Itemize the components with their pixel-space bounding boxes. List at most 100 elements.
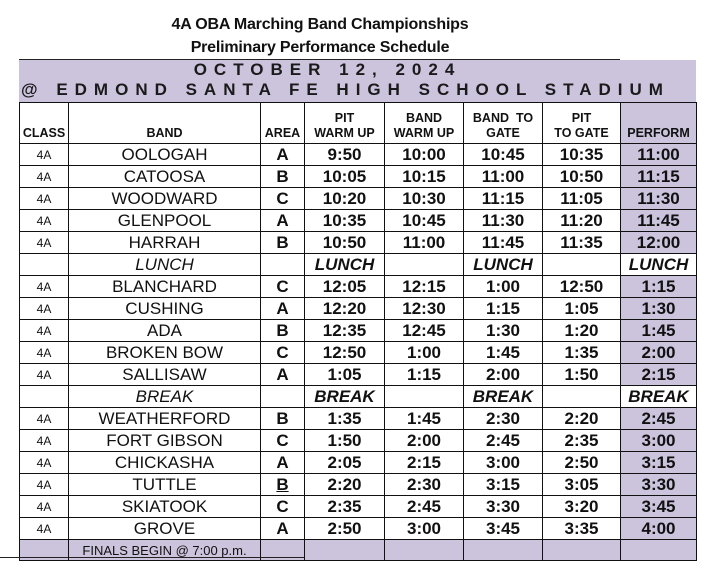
cell-band-warm-up: 10:45 <box>384 209 464 232</box>
table-row: 4A TUTTLE B 2:20 2:30 3:15 3:05 3:30 <box>19 473 697 496</box>
cell-area: B <box>260 407 305 430</box>
cell-pit-warm-up: 12:05 <box>304 275 385 298</box>
col-perform: PERFORM <box>620 102 697 144</box>
cell-band-warm-up: 1:45 <box>384 407 464 430</box>
cell-band-to-gate: 11:30 <box>463 209 543 232</box>
cell-pit-to-gate: 2:50 <box>542 451 621 474</box>
table-row: 4A OOLOGAH A 9:50 10:00 10:45 10:35 11:00 <box>19 143 697 166</box>
col-label: PIT <box>571 111 592 125</box>
cell-class: 4A <box>19 473 69 496</box>
cell-pit-warm-up: 2:05 <box>304 451 385 474</box>
cell-pit-warm-up: 9:50 <box>304 143 385 166</box>
col-label: WARM UP <box>314 126 375 140</box>
cell-pit-warm-up: 12:35 <box>304 319 385 342</box>
cell-area: C <box>260 341 305 364</box>
cell-band: BREAK <box>68 385 261 408</box>
cell-band-to-gate: 1:15 <box>463 297 543 320</box>
col-pit-warm-up: PIT WARM UP <box>304 102 385 144</box>
schedule-subtitle: Preliminary Performance Schedule <box>190 39 450 56</box>
col-label: TO GATE <box>554 126 609 140</box>
table-row: 4A WOODWARD C 10:20 10:30 11:15 11:05 11:30 <box>19 187 697 210</box>
cell-band-warm-up: 1:00 <box>384 341 464 364</box>
cell-pit-to-gate: 10:35 <box>542 143 621 166</box>
cell-pit-to-gate: 1:20 <box>542 319 621 342</box>
cell-perform: 1:15 <box>620 275 697 298</box>
cell-area: B <box>260 319 305 342</box>
cell-band-to-gate: 3:15 <box>463 473 543 496</box>
cell-pit-to-gate: 10:50 <box>542 165 621 188</box>
cell-pit-warm-up: 1:50 <box>304 429 385 452</box>
cell-band: BROKEN BOW <box>68 341 261 364</box>
cell-pit-warm-up: 10:50 <box>304 231 385 254</box>
table-row: 4A HARRAH B 10:50 11:00 11:45 11:35 12:00 <box>19 231 697 254</box>
cell-area: A <box>260 209 305 232</box>
cell-band: TUTTLE <box>68 473 261 496</box>
cell-band-to-gate: 1:00 <box>463 275 543 298</box>
cell-class: 4A <box>19 165 69 188</box>
separator-row: BREAK BREAK BREAK BREAK <box>19 385 697 408</box>
title-divider <box>19 59 620 60</box>
cell-band: WEATHERFORD <box>68 407 261 430</box>
col-area: AREA <box>260 102 305 144</box>
cell-band-warm-up: 10:00 <box>384 143 464 166</box>
cell-pit-warm-up: 12:20 <box>304 297 385 320</box>
cell-pit-to-gate <box>542 385 621 408</box>
cell-pit-warm-up: 1:35 <box>304 407 385 430</box>
cell-area: A <box>260 517 305 540</box>
cell-area: C <box>260 187 305 210</box>
cell-pit-warm-up: 10:35 <box>304 209 385 232</box>
cell-perform: 11:15 <box>620 165 697 188</box>
cell-band: BLANCHARD <box>68 275 261 298</box>
cell-band-to-gate: BREAK <box>463 385 543 408</box>
cell-perform: 11:30 <box>620 187 697 210</box>
cell-band: LUNCH <box>68 253 261 276</box>
cell-class: 4A <box>19 517 69 540</box>
table-row: 4A CHICKASHA A 2:05 2:15 3:00 2:50 3:15 <box>19 451 697 474</box>
cell-band-warm-up <box>384 385 464 408</box>
cell-band-warm-up <box>384 253 464 276</box>
cell-area: B <box>260 165 305 188</box>
cell-pit-warm-up: 1:05 <box>304 363 385 386</box>
cell-perform: 2:15 <box>620 363 697 386</box>
cell-class: 4A <box>19 341 69 364</box>
col-label: PIT <box>334 111 355 125</box>
cell-band-to-gate: 10:45 <box>463 143 543 166</box>
cell-pit-to-gate: 1:50 <box>542 363 621 386</box>
table-row: 4A SKIATOOK C 2:35 2:45 3:30 3:20 3:45 <box>19 495 697 518</box>
cell-class: 4A <box>19 231 69 254</box>
cell-band-to-gate: 11:00 <box>463 165 543 188</box>
performance-schedule-table: CLASS BAND AREA PIT WARM UP BAND WARM UP B… <box>19 102 697 561</box>
cell-perform: 11:45 <box>620 209 697 232</box>
table-row: 4A BLANCHARD C 12:05 12:15 1:00 12:50 1:15 <box>19 275 697 298</box>
cell-band-to-gate: 2:00 <box>463 363 543 386</box>
event-date: OCTOBER 12, 2024 <box>193 60 462 79</box>
table-row: 4A WEATHERFORD B 1:35 1:45 2:30 2:20 2:45 <box>19 407 697 430</box>
footer-divider <box>0 557 304 558</box>
cell-class <box>19 385 69 408</box>
schedule-title: 4A OBA Marching Band Championships <box>171 16 469 33</box>
cell-band-warm-up: 1:15 <box>384 363 464 386</box>
cell-band: SKIATOOK <box>68 495 261 518</box>
col-pit-to-gate: PIT TO GATE <box>542 102 621 144</box>
cell-perform: 4:00 <box>620 517 697 540</box>
cell-perform: BREAK <box>620 385 697 408</box>
cell-band-to-gate: 3:30 <box>463 495 543 518</box>
cell-area: A <box>260 363 305 386</box>
table-row: 4A GROVE A 2:50 3:00 3:45 3:35 4:00 <box>19 517 697 540</box>
col-band-warm-up: BAND WARM UP <box>384 102 464 144</box>
cell-band-warm-up: 12:15 <box>384 275 464 298</box>
cell-band: CATOOSA <box>68 165 261 188</box>
finals-blank-cell <box>19 539 69 561</box>
finals-blank-cell <box>304 539 385 561</box>
cell-perform: 3:45 <box>620 495 697 518</box>
cell-perform: 2:45 <box>620 407 697 430</box>
cell-band-warm-up: 12:30 <box>384 297 464 320</box>
cell-band-to-gate: 3:00 <box>463 451 543 474</box>
cell-band-warm-up: 2:30 <box>384 473 464 496</box>
cell-perform: 11:00 <box>620 143 697 166</box>
cell-class <box>19 253 69 276</box>
cell-band-to-gate: LUNCH <box>463 253 543 276</box>
cell-pit-to-gate: 3:05 <box>542 473 621 496</box>
cell-band: CHICKASHA <box>68 451 261 474</box>
cell-band-warm-up: 10:30 <box>384 187 464 210</box>
